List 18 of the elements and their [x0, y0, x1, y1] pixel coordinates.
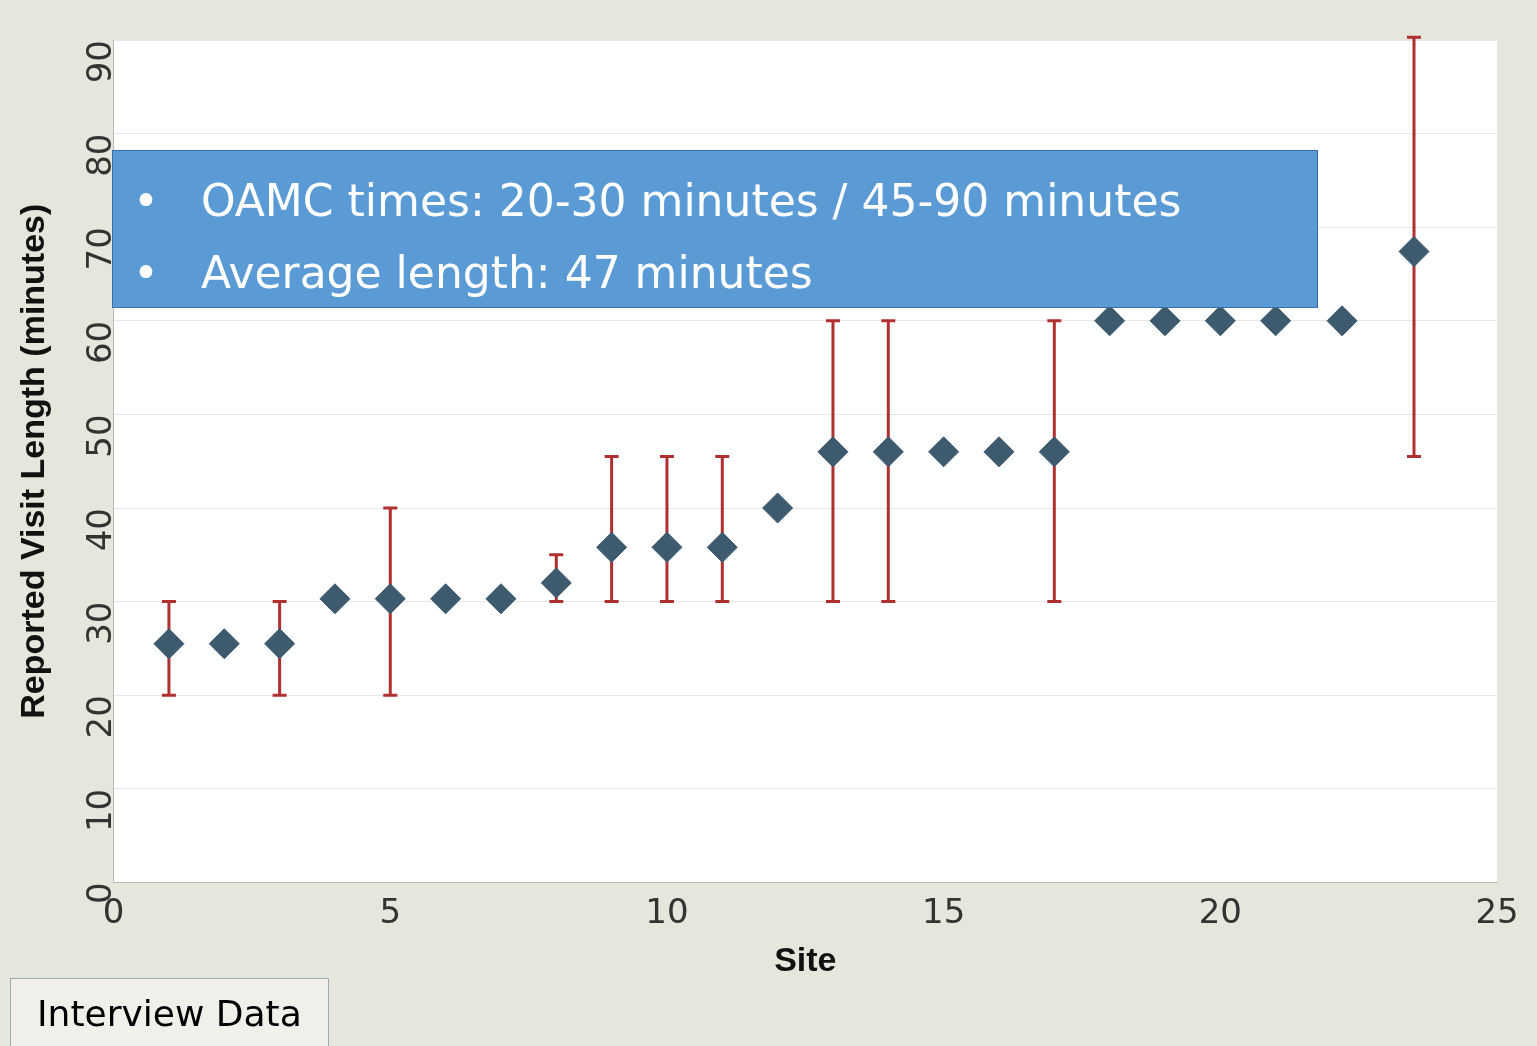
y-tick-label: 30 [79, 601, 120, 645]
x-tick-label: 25 [1475, 890, 1519, 931]
x-tick-label: 10 [645, 890, 689, 931]
annotation: • OAMC times: 20-30 minutes / 45-90 minutes [133, 174, 1183, 228]
y-axis-title: Reported Visit Length (minutes) [12, 203, 51, 719]
x-tick-label: 5 [379, 890, 402, 931]
text: Interview Data [10, 978, 329, 1046]
y-tick-label: 50 [79, 414, 120, 458]
y-tick-label: 60 [79, 320, 120, 365]
annotation: • Average length: 47 minutes [133, 246, 814, 300]
x-tick-label: 15 [922, 890, 966, 931]
x-tick-label: 20 [1198, 890, 1242, 931]
y-tick-label: 40 [79, 508, 120, 552]
y-tick-label: 10 [79, 788, 120, 833]
y-tick-label: 90 [79, 40, 120, 84]
y-tick-label: 20 [79, 695, 120, 739]
callout-box: • OAMC times: 20-30 minutes / 45-90 minutes • Average length: 47 minutes [112, 150, 1318, 308]
x-axis-title: Site [774, 939, 837, 978]
